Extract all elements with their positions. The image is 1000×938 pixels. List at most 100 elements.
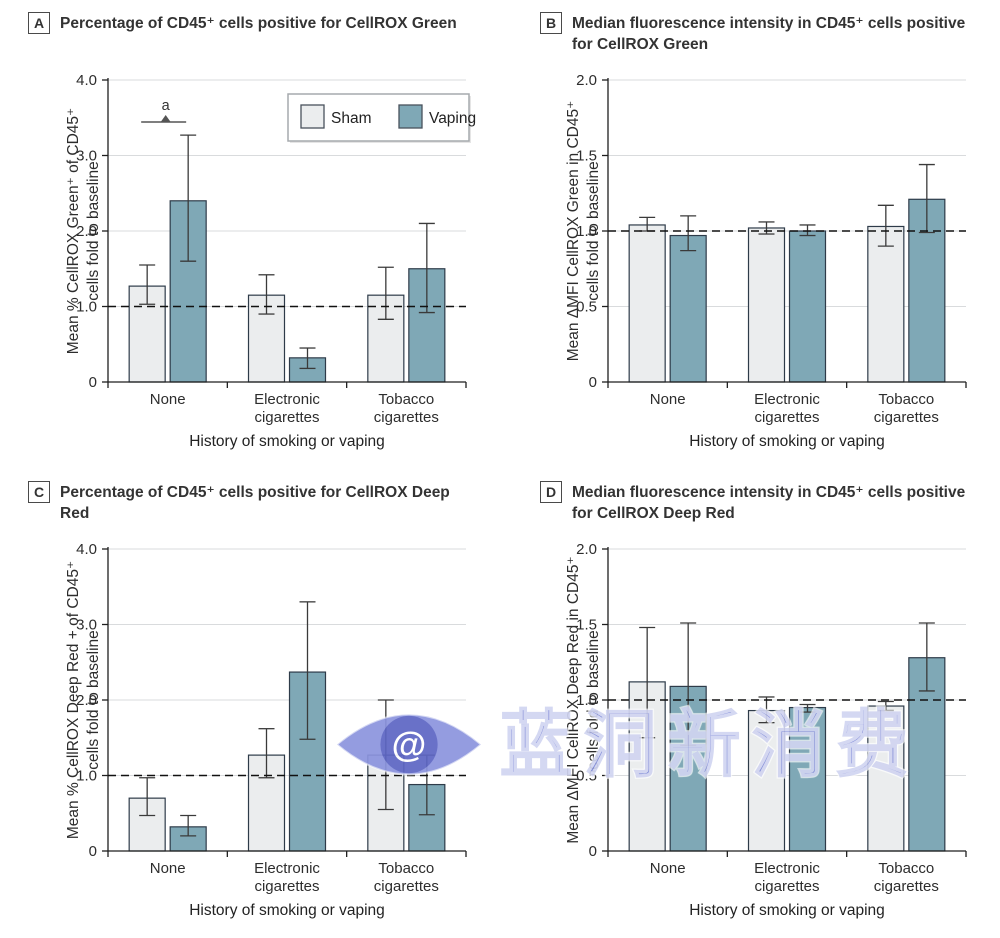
bar-sham-2 [867,705,905,852]
svg-text:cigarettes: cigarettes [254,409,319,426]
svg-text:cigarettes: cigarettes [874,878,939,895]
svg-text:4.0: 4.0 [76,541,97,558]
bar-sham-1 [747,709,786,852]
panel-c: C Percentage of CD45⁺ cells positive for… [0,469,500,938]
y-axis-label-line2: cells fold to baseline [85,161,102,301]
error-bar-sham-1 [758,221,775,235]
y-axis-label-line2: cells fold to baseline [585,161,602,301]
error-bar-vaping-1 [299,347,316,370]
panel-c-label: C [28,481,50,503]
svg-text:0.5: 0.5 [576,299,597,316]
bar-vaping-1 [788,706,827,852]
bar-vaping-0 [669,234,707,383]
svg-text:3.0: 3.0 [76,617,97,634]
panel-a-header: A Percentage of CD45⁺ cells positive for… [28,12,472,34]
error-bar-sham-1 [258,274,275,315]
panel-c-title: Percentage of CD45⁺ cells positive for C… [60,484,450,522]
gridlines [108,548,466,776]
bar-sham-2 [867,225,905,383]
significance-label: a [162,98,171,114]
bar-sham-0 [628,224,666,383]
panel-b: B Median fluorescence intensity in CD45⁺… [500,0,1000,469]
series-vaping [169,134,446,383]
svg-text:2.0: 2.0 [576,541,597,558]
gridlines [608,548,966,776]
svg-text:History of smoking or vaping: History of smoking or vaping [689,902,885,919]
svg-text:cigarettes: cigarettes [374,878,439,895]
svg-text:None: None [150,860,186,877]
legend-swatch-sham [300,104,325,129]
panel-d-header: D Median fluorescence intensity in CD45⁺… [540,481,984,524]
error-bar-sham-1 [258,728,275,779]
legend-label-vaping: Vaping [429,110,476,127]
svg-text:Tobacco: Tobacco [378,391,434,408]
svg-text:0.5: 0.5 [576,768,597,785]
svg-text:cigarettes: cigarettes [874,409,939,426]
legend-swatch-vaping [398,104,423,129]
axes [102,78,467,388]
panel-b-title: Median fluorescence intensity in CD45⁺ c… [572,15,966,53]
error-bar-vaping-0 [680,215,697,252]
error-bar-sham-2 [377,266,394,320]
svg-text:1.5: 1.5 [576,617,597,634]
svg-text:Tobacco: Tobacco [878,391,934,408]
panel-b-label: B [540,12,562,34]
panel-d: D Median fluorescence intensity in CD45⁺… [500,469,1000,938]
bar-sham-1 [747,227,786,383]
panel-c-header: C Percentage of CD45⁺ cells positive for… [28,481,472,524]
axes [102,547,467,857]
error-bar-sham-0 [639,626,656,739]
error-bar-sham-0 [139,777,156,817]
error-bar-sham-2 [877,204,894,247]
svg-text:1.0: 1.0 [76,768,97,785]
gridlines [108,79,466,307]
error-bar-vaping-0 [180,134,197,262]
panel-d-label: D [540,481,562,503]
svg-text:History of smoking or vaping: History of smoking or vaping [189,902,385,919]
error-bar-vaping-1 [799,703,816,713]
panel-d-title: Median fluorescence intensity in CD45⁺ c… [572,484,966,522]
y-axis-label-line2: cells fold to baseline [85,630,102,770]
series-vaping [669,622,946,852]
series-sham [628,204,905,383]
svg-text:0: 0 [89,843,97,860]
error-bar-sham-1 [758,696,775,724]
error-bar-vaping-2 [918,163,935,234]
y-axis-label-line1: Mean ΔMFI CellROX Deep Red in CD45⁺ [565,556,582,843]
error-bar-vaping-0 [180,814,197,837]
svg-text:0: 0 [589,374,597,391]
y-axis-label-line2: cells fold to baseline [585,630,602,770]
svg-text:2.0: 2.0 [76,223,97,240]
svg-text:2.0: 2.0 [76,692,97,709]
svg-text:None: None [650,860,686,877]
series-vaping [669,163,946,383]
error-bar-vaping-0 [680,622,697,746]
svg-text:cigarettes: cigarettes [754,409,819,426]
panel-a-title: Percentage of CD45⁺ cells positive for C… [60,15,457,32]
panel-b-header: B Median fluorescence intensity in CD45⁺… [540,12,984,55]
svg-text:History of smoking or vaping: History of smoking or vaping [189,433,385,450]
svg-text:Electronic: Electronic [754,860,820,877]
svg-text:Electronic: Electronic [254,391,320,408]
bar-vaping-1 [788,230,827,383]
axes [602,78,967,388]
svg-text:3.0: 3.0 [76,148,97,165]
panel-a-label: A [28,12,50,34]
y-axis-label-line1: Mean ΔMFI CellROX Green in CD45⁺ [565,101,582,362]
legend: Sham Vaping [287,93,476,143]
y-axis-label-line1: Mean % CellROX Deep Red + of CD45⁺ [65,561,82,839]
error-bar-vaping-2 [918,622,935,692]
svg-text:Tobacco: Tobacco [378,860,434,877]
svg-text:1.0: 1.0 [76,299,97,316]
svg-text:4.0: 4.0 [76,72,97,89]
svg-text:None: None [150,391,186,408]
panel-a: A Percentage of CD45⁺ cells positive for… [0,0,500,469]
svg-text:2.0: 2.0 [576,72,597,89]
error-bar-sham-0 [139,264,156,305]
svg-text:1.0: 1.0 [576,223,597,240]
